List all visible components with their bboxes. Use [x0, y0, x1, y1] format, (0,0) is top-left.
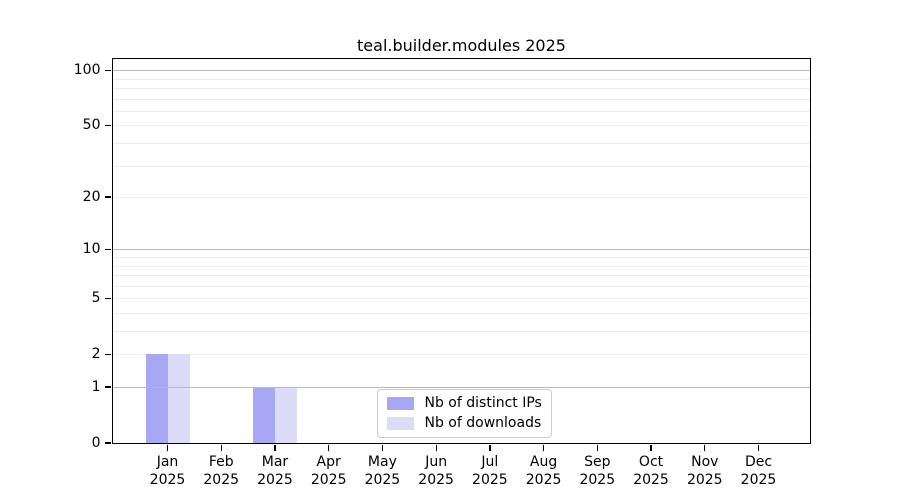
legend-label-downloads: Nb of downloads	[424, 415, 542, 431]
y-tick-mark	[104, 248, 111, 250]
x-tick-label: Mar 2025	[257, 454, 293, 488]
legend-label-distinct-ips: Nb of distinct IPs	[424, 395, 542, 411]
x-tick-label: Dec 2025	[740, 454, 777, 488]
legend-swatch-downloads	[386, 417, 414, 430]
gridline-major	[112, 249, 810, 251]
y-tick-mark	[104, 442, 111, 444]
bar	[252, 387, 275, 443]
x-tick-label: Aug 2025	[525, 454, 562, 488]
chart-title: teal.builder.modules 2025	[357, 36, 566, 55]
y-tick-mark	[104, 297, 111, 299]
gridline-minor	[112, 256, 810, 258]
y-tick-mark	[104, 196, 111, 198]
gridline-minor	[112, 312, 810, 314]
x-tick-mark	[274, 444, 276, 451]
gridline-minor	[112, 275, 810, 277]
x-tick-mark	[650, 444, 652, 451]
x-tick-label: Oct 2025	[633, 454, 669, 488]
gridline-minor	[112, 78, 810, 80]
x-tick-mark	[704, 444, 706, 451]
bar	[274, 387, 297, 443]
x-tick-mark	[435, 444, 437, 451]
x-tick-mark	[328, 444, 330, 451]
y-tick-label: 1	[91, 379, 101, 395]
legend-swatch-distinct-ips	[386, 397, 414, 410]
gridline-minor	[112, 143, 810, 144]
x-tick-mark	[489, 444, 491, 451]
legend: Nb of distinct IPs Nb of downloads	[376, 389, 552, 438]
x-tick-label: Jun 2025	[418, 454, 454, 488]
x-tick-mark	[220, 444, 222, 451]
bar	[167, 354, 190, 443]
x-tick-label: Jan 2025	[149, 454, 186, 488]
gridline-minor	[112, 88, 810, 89]
gridline-minor	[112, 165, 810, 167]
plot-area: Nb of distinct IPs Nb of downloads 0 1 2 5 1…	[74, 58, 811, 488]
x-tick-mark	[757, 444, 760, 451]
x-tick-mark	[596, 444, 598, 451]
gridline-minor	[112, 298, 810, 300]
gridline-minor	[112, 331, 810, 332]
gridline-minor	[112, 197, 810, 199]
y-tick-mark	[104, 353, 111, 355]
y-tick-label: 5	[91, 290, 101, 307]
gridline-minor	[112, 285, 810, 287]
x-tick-mark	[381, 444, 384, 451]
gridline-minor	[112, 265, 810, 267]
gridline-minor	[112, 110, 810, 112]
y-tick-label: 50	[82, 117, 101, 134]
gridline-major	[112, 70, 810, 72]
x-tick-label: Sep 2025	[579, 454, 616, 488]
y-tick-label: 100	[73, 62, 101, 79]
y-tick-mark	[104, 386, 111, 388]
y-tick-mark	[104, 69, 111, 71]
y-tick-label: 20	[82, 189, 101, 206]
gridline-minor	[112, 98, 810, 100]
gridline-minor	[112, 354, 810, 356]
x-tick-label: Apr 2025	[310, 454, 347, 488]
y-tick-mark	[104, 124, 111, 127]
y-tick-label: 0	[91, 435, 101, 451]
x-tick-mark	[542, 444, 545, 451]
y-tick-label: 2	[91, 346, 101, 363]
x-tick-label: May 2025	[364, 454, 401, 488]
x-tick-label: Nov 2025	[686, 454, 723, 488]
legend-item-downloads: Nb of downloads	[386, 415, 542, 432]
x-tick-label: Jul 2025	[472, 454, 508, 488]
gridline-major	[112, 387, 810, 389]
legend-item-distinct-ips: Nb of distinct IPs	[386, 395, 542, 412]
x-tick-label: Feb 2025	[203, 454, 240, 488]
y-tick-label: 10	[82, 241, 101, 258]
gridline-minor	[112, 125, 810, 127]
x-tick-mark	[166, 444, 169, 451]
bar	[145, 354, 168, 443]
